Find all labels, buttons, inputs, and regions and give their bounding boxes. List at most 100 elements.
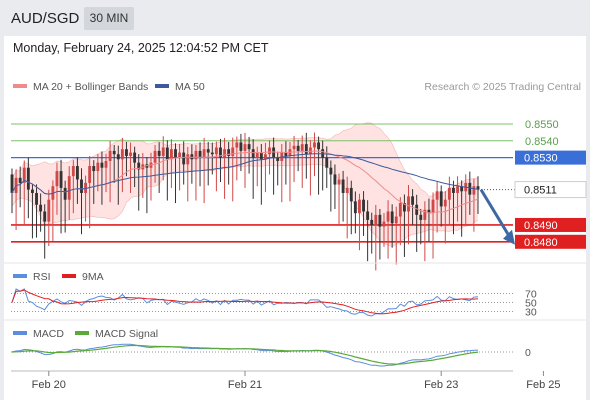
- level-label-0.8540: 0.8540: [525, 136, 559, 148]
- candle-body: [26, 167, 30, 190]
- x-tick-label: Feb 21: [228, 379, 262, 391]
- candle-body: [125, 149, 128, 156]
- level-label-box-0.8530: [515, 150, 586, 165]
- candle-body: [174, 149, 177, 158]
- level-label-box-0.8480: [515, 234, 586, 249]
- candle-body: [161, 147, 165, 156]
- candle-body: [333, 174, 337, 185]
- candle-body: [100, 162, 104, 168]
- level-label-0.8530: 0.8530: [524, 153, 558, 165]
- candle-body: [47, 199, 51, 222]
- candle-body: [247, 144, 251, 150]
- candle-body: [411, 196, 415, 205]
- candle-body: [129, 152, 132, 156]
- candle-body: [272, 147, 276, 158]
- candle-body: [55, 171, 59, 187]
- candle-body: [206, 149, 210, 153]
- candle-body: [153, 150, 157, 163]
- candle-body: [80, 179, 83, 193]
- macd-signal-legend-label: MACD Signal: [95, 328, 158, 340]
- candle-body: [468, 182, 472, 195]
- candle-body: [235, 142, 239, 148]
- candle-body: [227, 149, 231, 156]
- level-label-box-0.8490: [515, 217, 586, 232]
- candle-body: [304, 144, 308, 155]
- candle-body: [264, 154, 267, 160]
- rsi-line: [11, 288, 479, 317]
- credit-text: Research © 2025 Trading Central: [424, 81, 581, 93]
- level-label-0.8480: 0.8480: [524, 237, 558, 249]
- candle-body: [443, 199, 447, 207]
- candle-body: [116, 154, 120, 160]
- chart-datetime: Monday, February 24, 2025 12:04:52 PM CE…: [13, 41, 269, 55]
- candle-body: [419, 214, 423, 220]
- candle-body: [104, 160, 108, 168]
- ma50-legend-swatch: [155, 84, 169, 88]
- ma9-legend-label: 9MA: [82, 271, 104, 283]
- candle-body: [456, 186, 459, 193]
- candle-body: [337, 179, 341, 185]
- level-label-0.8550: 0.8550: [525, 119, 559, 131]
- candle-body: [390, 211, 394, 224]
- candle-body: [182, 152, 186, 165]
- candle-body: [325, 157, 329, 168]
- timeframe-button[interactable]: 30 MIN: [84, 7, 134, 30]
- x-tick-label: Feb 25: [526, 379, 560, 391]
- level-label-0.8490: 0.8490: [524, 220, 558, 232]
- candle-body: [239, 142, 243, 151]
- candle-body: [84, 182, 88, 193]
- x-tick-label: Feb 23: [424, 379, 458, 391]
- candle-body: [276, 157, 280, 161]
- candle-body: [386, 211, 390, 222]
- candle-body: [22, 167, 26, 183]
- candle-body: [296, 145, 300, 151]
- rsi-ma9-line: [11, 289, 479, 315]
- candle-body: [75, 166, 79, 180]
- candle-body: [345, 187, 349, 193]
- candle-body: [194, 150, 198, 160]
- candle-body: [472, 186, 476, 195]
- rsi-legend-label: RSI: [33, 271, 51, 283]
- macd-signal-legend-swatch: [75, 331, 89, 335]
- candle-body: [92, 166, 96, 172]
- candle-body: [251, 149, 255, 158]
- candle-body: [431, 199, 435, 214]
- candle-body: [190, 154, 194, 160]
- candle-body: [10, 174, 14, 193]
- candle-body: [476, 186, 480, 190]
- candle-body: [353, 201, 357, 214]
- candle-body: [407, 196, 410, 212]
- macd-zero-label: 0: [525, 347, 531, 359]
- candle-body: [349, 187, 353, 202]
- candle-body: [133, 152, 137, 163]
- candle-body: [292, 145, 296, 150]
- candle-body: [317, 142, 321, 150]
- candle-body: [268, 147, 271, 155]
- candle-body: [71, 166, 75, 177]
- bollinger-band-fill: [12, 122, 478, 247]
- rsi-legend-swatch: [13, 274, 27, 278]
- candle-body: [186, 154, 190, 165]
- macd-signal-line: [11, 344, 479, 365]
- candle-body: [300, 144, 304, 151]
- bollinger-legend-label: MA 20 + Bollinger Bands: [33, 81, 148, 93]
- candle-body: [341, 179, 345, 193]
- candle-body: [398, 203, 402, 217]
- candle-body: [108, 150, 112, 161]
- candle-body: [394, 216, 398, 224]
- candle-body: [231, 147, 235, 156]
- candle-body: [452, 187, 455, 193]
- candle-body: [402, 203, 406, 212]
- candle-body: [165, 147, 169, 160]
- candle-body: [362, 199, 365, 212]
- candle-body: [447, 187, 451, 200]
- candle-body: [427, 209, 431, 214]
- candle-body: [219, 147, 222, 158]
- candle-body: [88, 166, 92, 183]
- candle-body: [259, 152, 263, 160]
- header-bar: AUD/SGD 30 MIN: [0, 0, 590, 36]
- candle-body: [378, 214, 382, 227]
- instrument-title: AUD/SGD: [11, 10, 80, 27]
- ma9-legend-swatch: [62, 274, 76, 278]
